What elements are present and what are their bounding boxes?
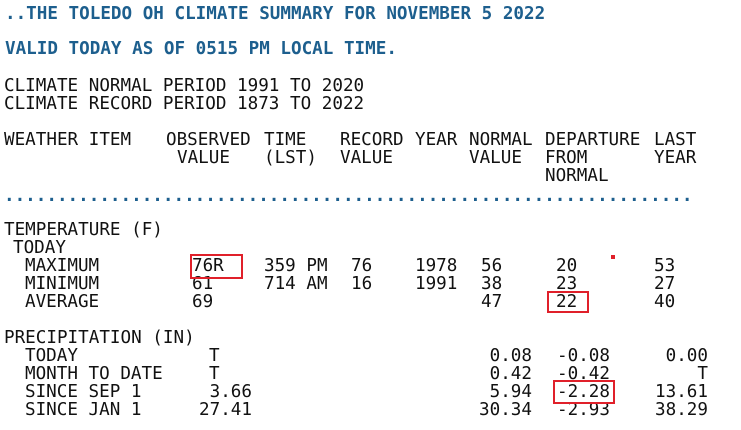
cell: 0.42: [489, 364, 532, 384]
column-header: RECORD: [340, 130, 404, 150]
cell: 69: [192, 292, 214, 312]
cell: 0.00: [665, 346, 708, 366]
row-label: SINCE SEP 1: [25, 382, 142, 402]
cell: 56: [481, 256, 503, 276]
column-header: DEPARTURE: [545, 130, 641, 150]
cell: 76R: [192, 256, 224, 276]
cell: 1991: [415, 274, 458, 294]
row-label: TODAY: [25, 346, 78, 366]
cell: 38: [481, 274, 503, 294]
section-subtitle: TODAY: [13, 238, 66, 258]
cell: 27.41: [199, 400, 252, 420]
column-header: NORMAL: [469, 130, 533, 150]
cell: 61: [192, 274, 214, 294]
row-label: MAXIMUM: [25, 256, 100, 276]
cell: 30.34: [479, 400, 532, 420]
row-label: MONTH TO DATE: [25, 364, 163, 384]
red-dot: [611, 255, 615, 259]
record-period: CLIMATE RECORD PERIOD 1873 TO 2022: [4, 94, 365, 114]
report-title: ..THE TOLEDO OH CLIMATE SUMMARY FOR NOVE…: [5, 4, 546, 24]
column-header: (LST): [264, 148, 317, 168]
cell: T: [697, 364, 708, 384]
cell: 76: [351, 256, 373, 276]
row-label: AVERAGE: [25, 292, 100, 312]
cell: T: [209, 346, 220, 366]
column-header: YEAR: [415, 130, 458, 150]
cell: 0.08: [489, 346, 532, 366]
cell: 20: [556, 256, 578, 276]
cell: -0.08: [557, 346, 610, 366]
cell: 27: [654, 274, 676, 294]
column-header: OBSERVED: [166, 130, 251, 150]
cell: 40: [654, 292, 676, 312]
column-header: FROM: [545, 148, 588, 168]
cell: -0.42: [557, 364, 610, 384]
separator: ........................................…: [4, 186, 693, 206]
row-label: SINCE JAN 1: [25, 400, 142, 420]
cell: 1978: [415, 256, 458, 276]
column-header: WEATHER ITEM: [4, 130, 132, 150]
cell: 16: [351, 274, 373, 294]
cell: 5.94: [489, 382, 532, 402]
cell: 53: [654, 256, 676, 276]
column-header: LAST: [654, 130, 697, 150]
cell: 359 PM: [264, 256, 328, 276]
column-header: NORMAL: [545, 166, 609, 186]
highlight-box: [547, 291, 589, 313]
normal-period: CLIMATE NORMAL PERIOD 1991 TO 2020: [4, 76, 365, 96]
highlight-box: [553, 380, 615, 404]
cell: -2.93: [557, 400, 610, 420]
column-header: VALUE: [469, 148, 522, 168]
column-header: VALUE: [340, 148, 393, 168]
column-header: VALUE: [177, 148, 230, 168]
column-header: YEAR: [654, 148, 697, 168]
cell: 38.29: [655, 400, 708, 420]
cell: 23: [556, 274, 578, 294]
section-title: TEMPERATURE (F): [4, 220, 163, 240]
cell: 22: [556, 292, 578, 312]
cell: 13.61: [655, 382, 708, 402]
row-label: MINIMUM: [25, 274, 100, 294]
cell: 714 AM: [264, 274, 328, 294]
section-title: PRECIPITATION (IN): [4, 328, 195, 348]
cell: T: [209, 364, 220, 384]
cell: -2.28: [557, 382, 610, 402]
cell: 47: [481, 292, 503, 312]
column-header: TIME: [264, 130, 307, 150]
valid-time: VALID TODAY AS OF 0515 PM LOCAL TIME.: [5, 39, 397, 59]
cell: 3.66: [209, 382, 252, 402]
highlight-box: [190, 254, 243, 279]
